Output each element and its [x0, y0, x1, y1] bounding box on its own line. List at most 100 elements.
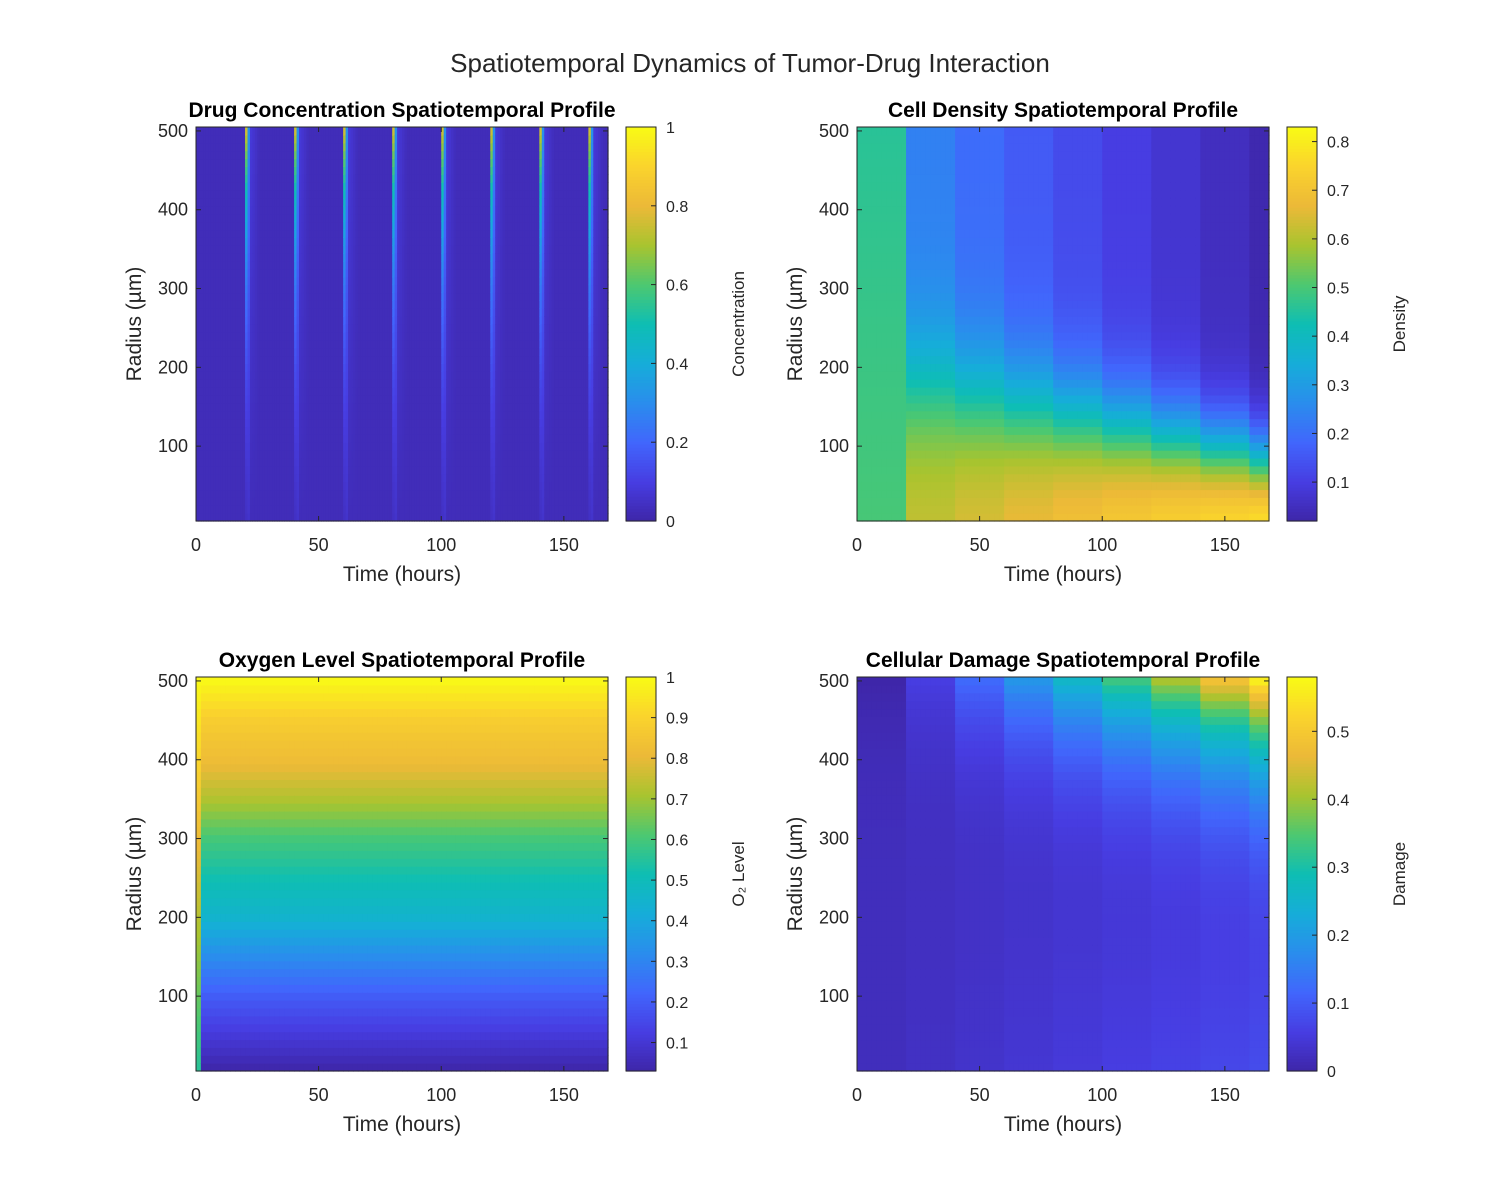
- heatmap-cell: [352, 324, 356, 333]
- heatmap-cell: [227, 473, 231, 483]
- heatmap-cell: [203, 158, 207, 167]
- heatmap-cell: [335, 127, 339, 136]
- heatmap-cell: [289, 450, 293, 459]
- heatmap-cell: [279, 418, 283, 428]
- heatmap-cell: [294, 197, 298, 207]
- heatmap-cell: [237, 450, 241, 459]
- heatmap-cell: [227, 253, 231, 262]
- heatmap-cell: [225, 150, 229, 160]
- heatmap-cell: [262, 402, 266, 412]
- heatmap-cell: [301, 158, 305, 167]
- heatmap-cell: [205, 505, 209, 514]
- heatmap-cell: [274, 426, 278, 435]
- heatmap-cell: [237, 268, 241, 278]
- heatmap-cell: [313, 489, 317, 498]
- heatmap-cell: [306, 331, 310, 341]
- heatmap-cell: [208, 505, 212, 514]
- heatmap-cell: [257, 158, 261, 167]
- heatmap-cell: [242, 229, 246, 238]
- heatmap-cell: [274, 190, 278, 199]
- heatmap-cell: [267, 150, 271, 160]
- heatmap-cell: [301, 505, 305, 514]
- heatmap-cell: [232, 190, 236, 199]
- heatmap-cell: [355, 324, 359, 333]
- heatmap-cell: [360, 363, 364, 372]
- heatmap-cell: [274, 174, 278, 183]
- heatmap-cell: [350, 434, 354, 443]
- heatmap-cell: [259, 134, 263, 144]
- heatmap-cell: [303, 442, 307, 451]
- heatmap-cell: [348, 465, 352, 475]
- heatmap-cell: [210, 324, 214, 333]
- heatmap-cell: [343, 410, 347, 420]
- heatmap-cell: [245, 190, 249, 199]
- heatmap-cell: [303, 347, 307, 357]
- heatmap-cell: [262, 394, 266, 404]
- heatmap-cell: [262, 316, 266, 325]
- heatmap-cell: [311, 387, 315, 396]
- heatmap-cell: [313, 331, 317, 341]
- heatmap-cell: [269, 221, 273, 231]
- heatmap-cell: [252, 205, 256, 215]
- heatmap-cell: [200, 182, 204, 191]
- heatmap-cell: [291, 434, 295, 443]
- heatmap-cell: [218, 434, 222, 443]
- heatmap-cell: [269, 182, 273, 191]
- heatmap-cell: [237, 324, 241, 333]
- heatmap-cell: [196, 465, 200, 475]
- heatmap-cell: [311, 292, 315, 301]
- heatmap-cell: [289, 276, 293, 286]
- heatmap-cell: [252, 450, 256, 459]
- heatmap-cell: [210, 355, 214, 364]
- heatmap-cell: [333, 197, 337, 207]
- heatmap-cell: [240, 190, 244, 199]
- heatmap-cell: [262, 213, 266, 223]
- heatmap-cell: [289, 292, 293, 301]
- heatmap-cell: [276, 284, 280, 294]
- heatmap-cell: [303, 229, 307, 238]
- heatmap-cell: [296, 426, 300, 435]
- heatmap-cell: [321, 442, 325, 451]
- heatmap-cell: [323, 418, 327, 428]
- heatmap-cell: [291, 418, 295, 428]
- heatmap-cell: [215, 355, 219, 364]
- heatmap-cell: [213, 450, 217, 459]
- heatmap-cell: [262, 308, 266, 317]
- heatmap-cell: [338, 221, 342, 231]
- heatmap-cell: [357, 489, 361, 498]
- heatmap-cell: [196, 268, 200, 278]
- heatmap-cell: [306, 166, 310, 175]
- heatmap-cell: [254, 363, 258, 372]
- heatmap-cell: [291, 308, 295, 317]
- heatmap-cell: [269, 213, 273, 223]
- heatmap-cell: [281, 465, 285, 475]
- heatmap-cell: [286, 158, 290, 167]
- heatmap-cell: [196, 260, 200, 270]
- heatmap-cell: [218, 402, 222, 412]
- heatmap-cell: [367, 465, 371, 475]
- heatmap-cell: [321, 174, 325, 183]
- heatmap-cell: [281, 473, 285, 483]
- heatmap-cell: [311, 481, 315, 491]
- heatmap-cell: [357, 134, 361, 144]
- heatmap-cell: [316, 410, 320, 420]
- heatmap-cell: [232, 237, 236, 246]
- heatmap-cell: [252, 497, 256, 506]
- heatmap-cell: [200, 158, 204, 167]
- heatmap-cell: [254, 134, 258, 144]
- heatmap-cell: [284, 450, 288, 459]
- heatmap-cell: [281, 134, 285, 144]
- heatmap-cell: [367, 418, 371, 428]
- heatmap-cell: [318, 197, 322, 207]
- heatmap-cell: [213, 221, 217, 231]
- heatmap-cell: [269, 276, 273, 286]
- heatmap-cell: [232, 355, 236, 364]
- heatmap-cell: [227, 308, 231, 317]
- heatmap-cell: [325, 497, 330, 506]
- heatmap-cell: [262, 371, 266, 380]
- heatmap-cell: [325, 450, 330, 459]
- heatmap-cell: [257, 410, 261, 420]
- heatmap-cell: [245, 355, 249, 364]
- heatmap-cell: [213, 394, 217, 404]
- heatmap-cell: [205, 473, 209, 483]
